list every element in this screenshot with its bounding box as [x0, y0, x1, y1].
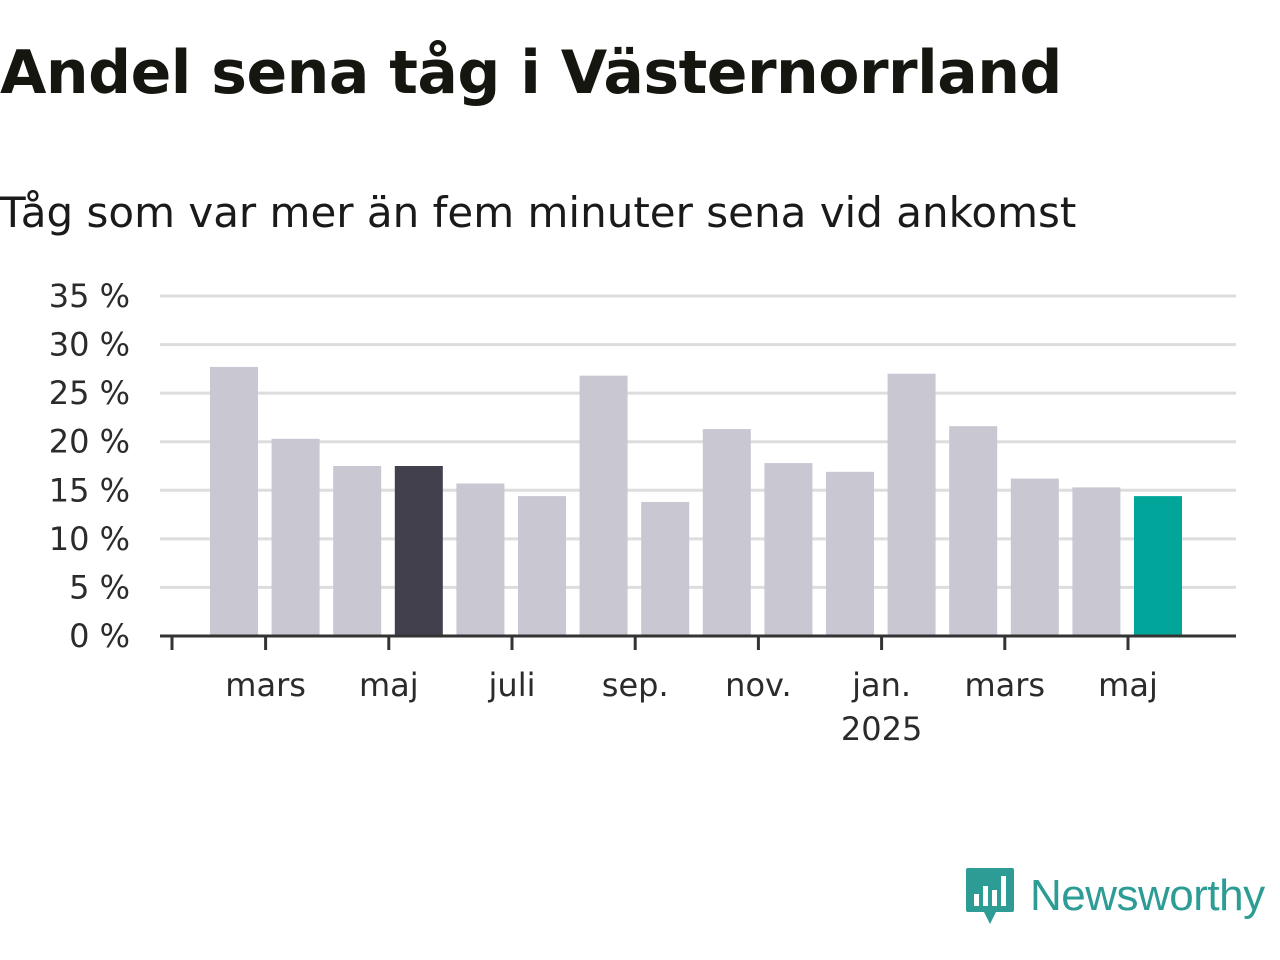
- x-tick-label: mars: [964, 666, 1045, 704]
- bar-2025-01: [887, 373, 936, 636]
- bar-2024-12: [826, 471, 874, 636]
- bar-chart: 0 % 5 % 10 % 15 % 20 % 25 % 30 % 35 % mars maj ju…: [49, 277, 1236, 748]
- chart-subtitle: Tåg som var mer än fem minuter sena vid …: [0, 188, 1077, 237]
- chart-title: Andel sena tåg i Västernorrland: [0, 38, 1062, 108]
- x-tick-sublabel: 2025: [841, 710, 922, 748]
- bar-2025-02: [949, 426, 998, 636]
- bar-2024-04: [333, 466, 382, 636]
- bar-2024-06: [456, 483, 505, 636]
- x-tick-label: jan.: [851, 666, 911, 704]
- y-tick-label: 0 %: [69, 617, 130, 655]
- x-tick-label: maj: [1098, 666, 1158, 704]
- bar-2024-11: [764, 463, 813, 636]
- y-tick-label: 25 %: [49, 374, 130, 412]
- x-tick-label: mars: [225, 666, 306, 704]
- x-tick-label: juli: [488, 666, 536, 704]
- y-tick-label: 20 %: [49, 423, 130, 461]
- x-tick-label: nov.: [725, 666, 791, 704]
- bar-2025-03: [1010, 478, 1059, 636]
- bar-2024-09: [641, 501, 690, 636]
- bar-2025-05: [1134, 496, 1182, 636]
- x-tick-label: maj: [359, 666, 419, 704]
- bar-2024-05: [394, 466, 443, 636]
- y-axis-labels: 0 % 5 % 10 % 15 % 20 % 25 % 30 % 35 %: [49, 277, 130, 655]
- bar-2025-04: [1072, 487, 1121, 636]
- y-tick-label: 30 %: [49, 326, 130, 364]
- y-tick-label: 15 %: [49, 471, 130, 509]
- bar-2024-10: [702, 429, 751, 636]
- bar-2024-02: [210, 366, 258, 636]
- y-tick-label: 5 %: [69, 568, 130, 606]
- newsworthy-logo: Newsworthy: [964, 866, 1265, 926]
- y-tick-label: 10 %: [49, 520, 130, 558]
- newsworthy-logo-icon: [966, 868, 1014, 924]
- newsworthy-brand-name: Newsworthy: [1030, 871, 1265, 920]
- bar-2024-08: [579, 375, 628, 636]
- y-tick-label: 35 %: [49, 277, 130, 315]
- x-axis: mars maj juli sep. nov. jan. 2025 mars maj: [160, 634, 1236, 748]
- bars: [210, 366, 1182, 636]
- bar-2024-07: [518, 496, 566, 636]
- x-tick-label: sep.: [602, 666, 669, 704]
- bar-2024-03: [271, 438, 320, 636]
